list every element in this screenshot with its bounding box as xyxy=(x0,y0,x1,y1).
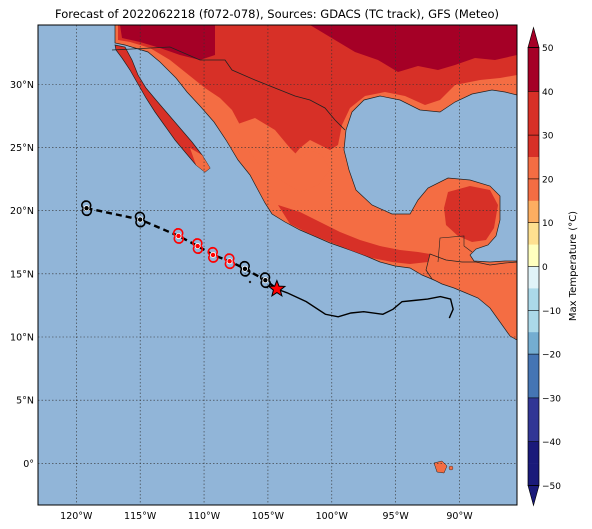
colorbar-segment xyxy=(528,266,539,289)
map-frame xyxy=(37,24,518,506)
land-central-america xyxy=(425,253,517,341)
land-hottest-texas xyxy=(310,25,517,72)
map-title: Forecast of 2022062218 (f072-078), Sourc… xyxy=(55,7,499,21)
lon-tick-label: 120°W xyxy=(60,511,93,522)
colorbar-segment xyxy=(528,354,539,377)
land-galapagos-islet xyxy=(448,465,454,471)
colorbar-tick-label: −20 xyxy=(542,351,561,361)
colorbar-label: Max Temperature (°C) xyxy=(568,211,579,321)
colorbar-segment xyxy=(528,157,539,180)
colorbar-tick-label: −50 xyxy=(542,482,561,492)
lon-tick-label: 105°W xyxy=(252,511,285,522)
lat-tick-label: 20°N xyxy=(10,206,34,217)
colorbar-segment xyxy=(528,288,539,311)
colorbar-tick-label: 30 xyxy=(542,132,554,142)
colorbar-segment xyxy=(528,397,539,421)
colorbar-tick-label: 20 xyxy=(542,175,554,185)
border-guatemala-mexico xyxy=(437,235,473,263)
storm-symbol-icon xyxy=(81,200,93,217)
lon-tick-label: 100°W xyxy=(316,511,349,522)
storm-symbol-icon xyxy=(239,260,251,277)
tc-track xyxy=(81,200,454,319)
map-panel xyxy=(38,25,517,505)
colorbar-segment xyxy=(528,135,539,158)
storm-symbol-icon xyxy=(192,238,204,254)
colorbar-segment xyxy=(528,441,539,464)
land-cooler-plateau xyxy=(235,118,330,192)
land-yucatan-hot xyxy=(444,186,498,242)
colorbar-tick-label: 50 xyxy=(542,44,554,54)
colorbar-segment xyxy=(528,244,539,267)
storm-symbol-icon xyxy=(207,246,219,263)
colorbar-segment xyxy=(528,200,539,223)
land-galapagos xyxy=(433,460,448,474)
storm-symbol-icon xyxy=(173,228,184,244)
graticule xyxy=(38,25,517,505)
storm-symbol-icon xyxy=(224,253,236,270)
land-baja-tip xyxy=(190,148,210,172)
latitude-tick-labels: 30°N 25°N 20°N 15°N 10°N 5°N 0° xyxy=(10,80,34,470)
land-hot-band-south xyxy=(278,205,430,264)
colorbar-extend-min xyxy=(527,485,540,507)
colorbar-tick-label: 0 xyxy=(542,263,548,273)
colorbar-segment xyxy=(528,178,539,202)
colorbar-extend-max xyxy=(527,26,540,48)
colorbar-segment xyxy=(528,91,539,114)
colorbar-tick-label: −40 xyxy=(542,438,561,448)
lat-tick-label: 25°N xyxy=(10,143,34,154)
colorbar-segment xyxy=(528,69,539,92)
lat-tick-label: 5°N xyxy=(16,396,34,407)
colorbar-segment xyxy=(528,419,539,442)
border-usa-mexico xyxy=(111,46,346,131)
colorbar-segment xyxy=(528,310,539,333)
lat-tick-label: 0° xyxy=(23,459,34,470)
colorbar-segment xyxy=(528,113,539,136)
lat-tick-label: 30°N xyxy=(10,80,34,91)
storm-symbol-icon xyxy=(134,211,146,228)
lon-tick-label: 110°W xyxy=(188,511,221,522)
land-hottest-sonora xyxy=(120,25,215,60)
land-revillagigedo xyxy=(248,280,252,284)
lat-tick-label: 15°N xyxy=(10,269,34,280)
longitude-tick-labels: 120°W 115°W 110°W 105°W 100°W 95°W 90°W xyxy=(60,511,473,522)
colorbar-segment xyxy=(528,332,539,355)
past-track-line xyxy=(276,288,454,319)
lon-tick-label: 90°W xyxy=(446,511,473,522)
lat-tick-label: 10°N xyxy=(10,333,34,344)
colorbar-segment xyxy=(528,376,539,399)
lon-tick-label: 115°W xyxy=(124,511,157,522)
lon-tick-label: 95°W xyxy=(383,511,410,522)
current-position-star-icon xyxy=(267,279,287,298)
colorbar-segment xyxy=(528,463,539,486)
colorbar-segment xyxy=(528,47,539,70)
colorbar-segment xyxy=(528,222,539,245)
colorbar-tick-label: 10 xyxy=(542,219,554,229)
colorbar-tick-label: 40 xyxy=(542,88,554,98)
colorbar-tick-label: −10 xyxy=(542,307,561,317)
colorbar-tick-label: −30 xyxy=(542,394,561,404)
colorbar: 50 40 30 20 10 0 −10 −20 −30 −40 −50 xyxy=(527,26,561,507)
